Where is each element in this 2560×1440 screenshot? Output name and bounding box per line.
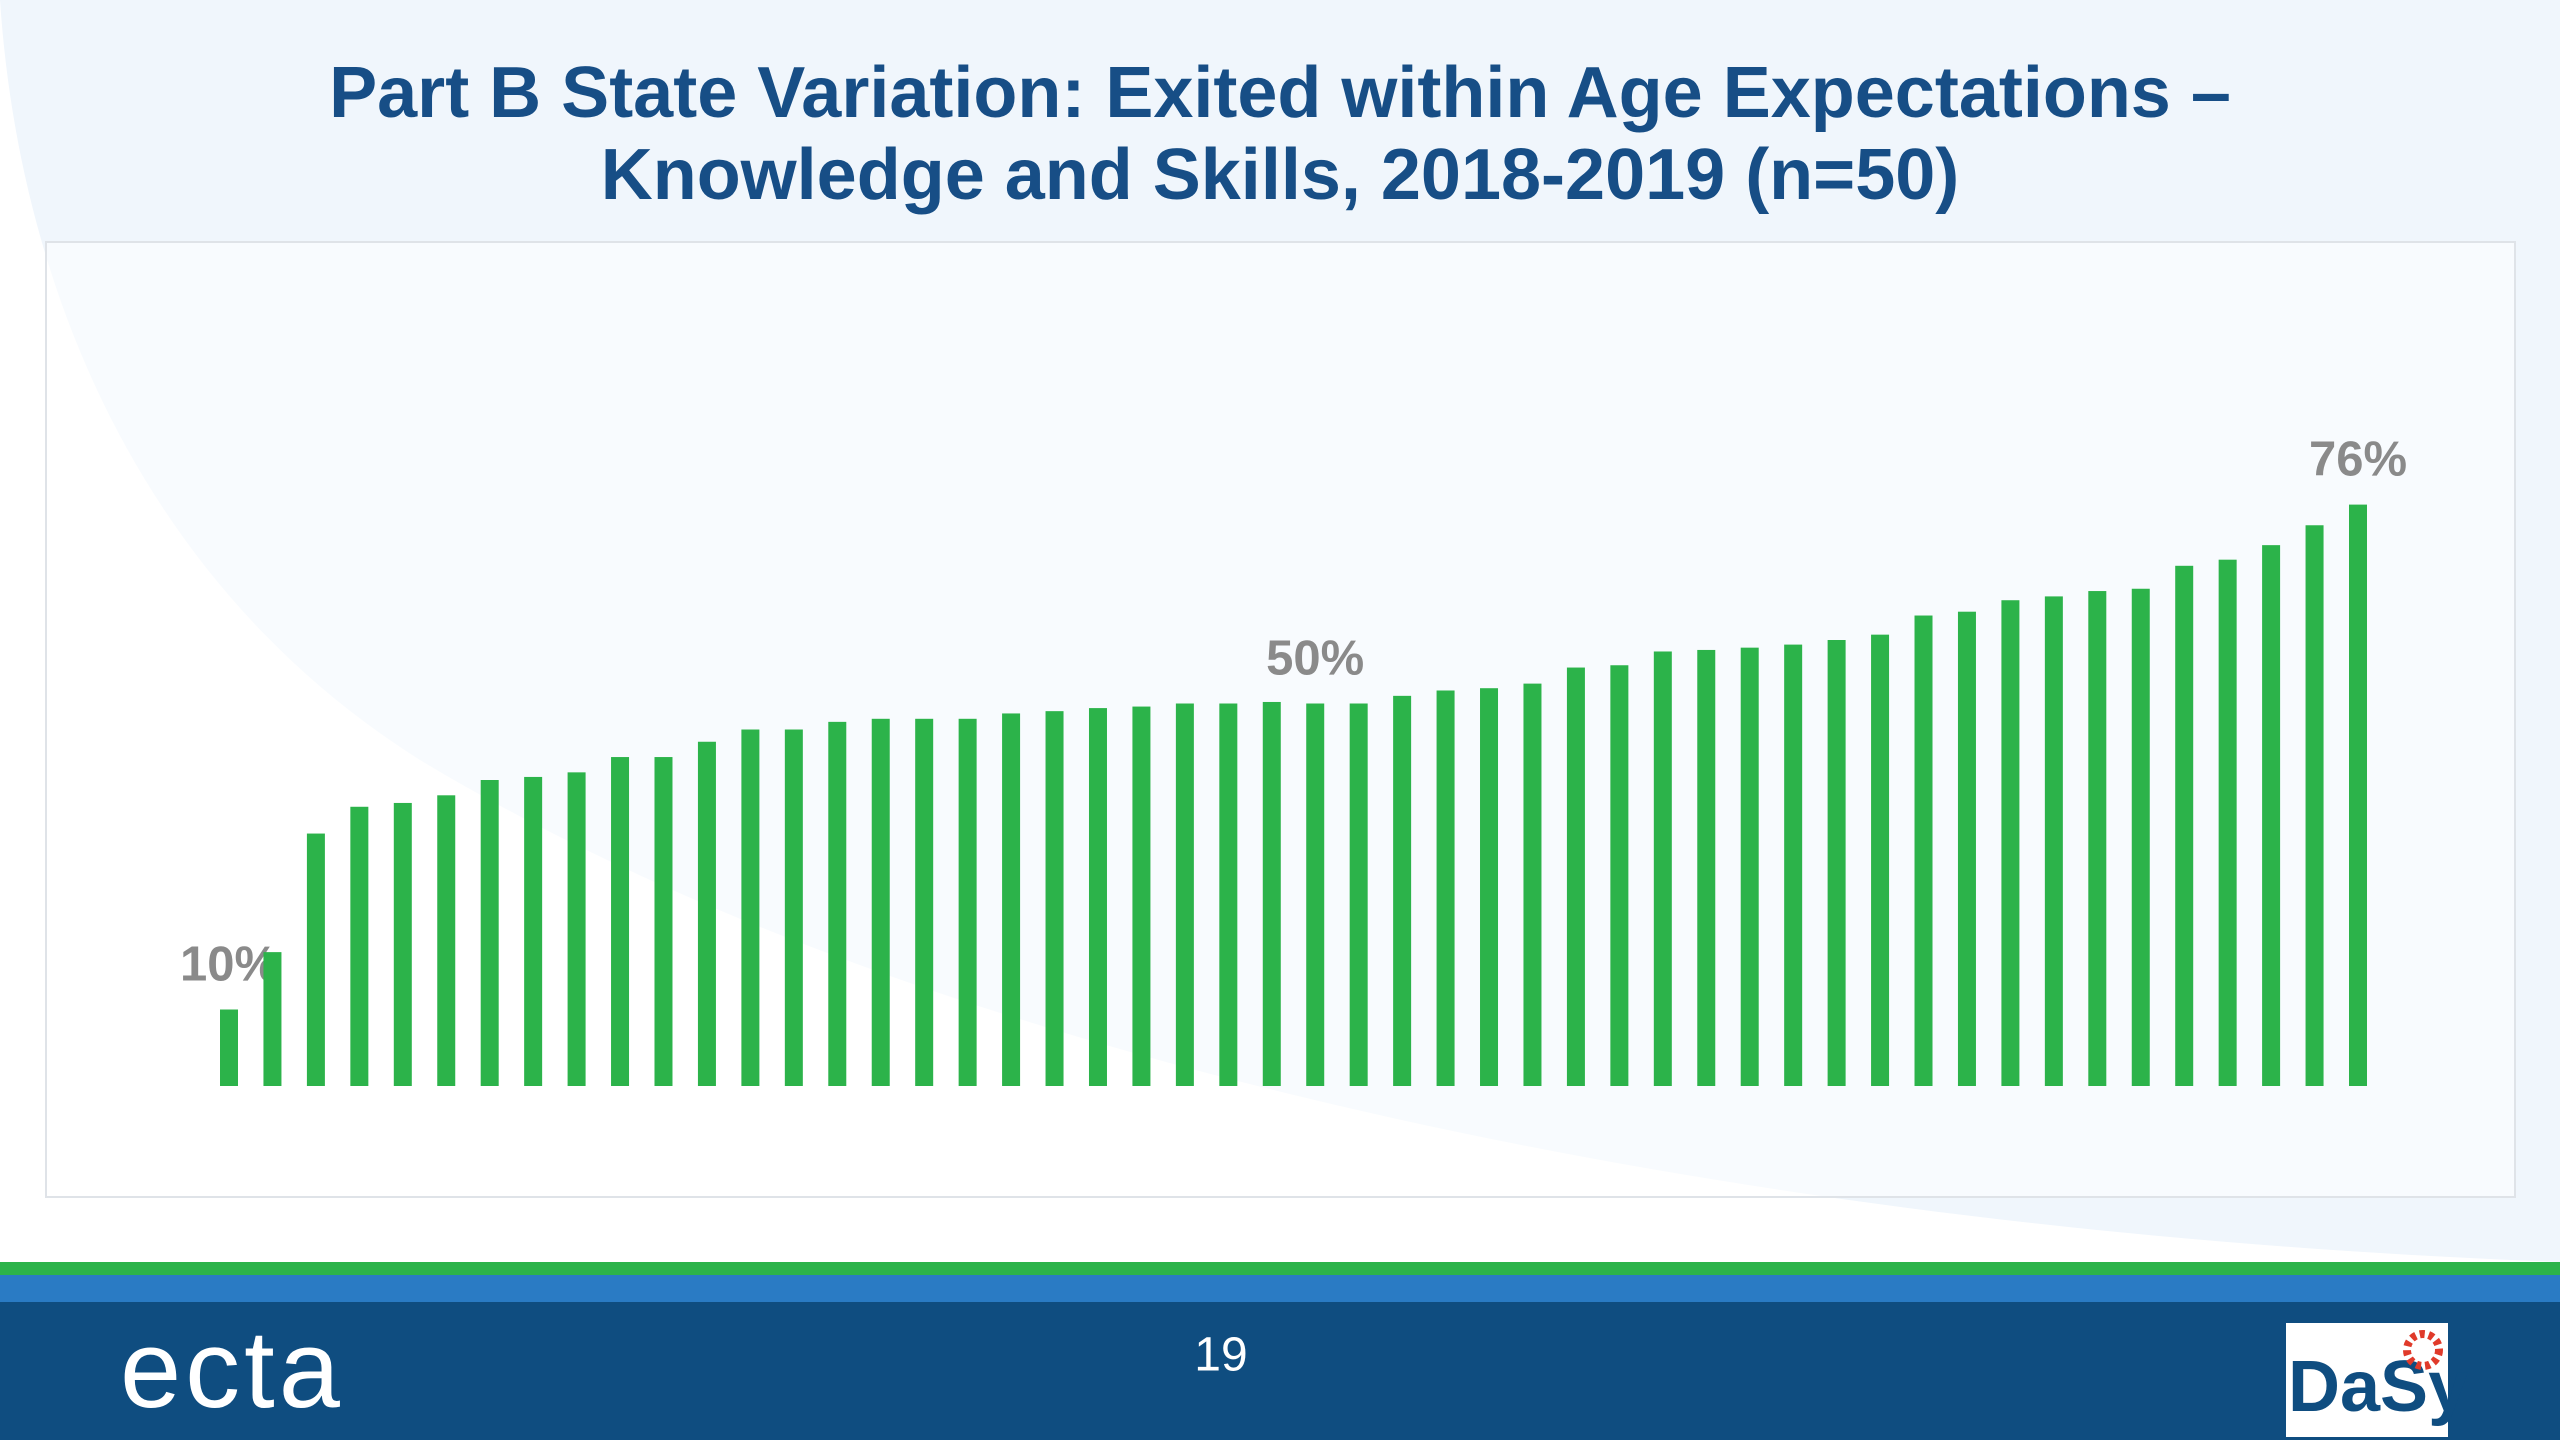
bar <box>1653 651 1672 1086</box>
logo-left: ecta <box>120 1308 344 1431</box>
bar <box>263 952 282 1086</box>
footer-stripe-blue <box>0 1275 2560 1302</box>
bar <box>958 718 977 1086</box>
bar <box>1349 703 1368 1086</box>
bar <box>2131 588 2150 1086</box>
chart-title: Part B State Variation: Exited within Ag… <box>329 53 2231 133</box>
bar <box>524 776 543 1086</box>
bar <box>1393 695 1412 1086</box>
bar <box>1045 711 1064 1086</box>
footer-bar <box>0 1302 2560 1440</box>
bar <box>350 806 369 1086</box>
chart-subtitle: Knowledge and Skills, 2018-2019 (n=50) <box>601 135 1960 215</box>
bar <box>1610 665 1629 1086</box>
bar <box>480 780 499 1086</box>
bar <box>1566 667 1585 1086</box>
bar <box>1784 644 1803 1086</box>
bar <box>1697 649 1716 1086</box>
bars: 10% 50% 76% <box>180 433 2407 1087</box>
bar <box>2349 504 2367 1087</box>
bar <box>1523 683 1542 1086</box>
data-label: 76% <box>2309 433 2407 487</box>
bar <box>1306 703 1325 1086</box>
bar <box>654 757 673 1086</box>
bar <box>1088 708 1107 1086</box>
bar <box>915 718 934 1086</box>
bar <box>697 741 716 1086</box>
bar <box>1480 688 1499 1086</box>
bar <box>2044 596 2063 1086</box>
bar <box>393 802 412 1086</box>
bar <box>1957 611 1976 1086</box>
bar <box>2305 525 2324 1086</box>
bar <box>1132 706 1151 1086</box>
bar <box>871 718 890 1086</box>
data-label: 10% <box>180 937 278 991</box>
data-label: 50% <box>1266 631 1364 685</box>
bar <box>2262 545 2281 1086</box>
footer-stripe-green <box>0 1262 2560 1275</box>
bar <box>2175 565 2194 1086</box>
logo-right-box <box>2286 1323 2448 1437</box>
bar <box>2218 559 2237 1086</box>
bar <box>2001 600 2020 1086</box>
bar <box>611 757 630 1086</box>
bar <box>437 795 456 1086</box>
bar <box>306 833 325 1086</box>
bar <box>784 729 803 1086</box>
logo-right: DaSy <box>2288 1347 2468 1427</box>
bar <box>1436 690 1455 1086</box>
bar <box>1914 615 1933 1086</box>
bar <box>741 729 760 1086</box>
page-number: 19 <box>1194 1329 1247 1382</box>
bar <box>828 721 847 1086</box>
bar <box>1740 647 1759 1086</box>
bar <box>1002 713 1021 1086</box>
bar <box>567 772 586 1086</box>
bar <box>1175 703 1194 1086</box>
bar <box>220 1009 238 1086</box>
bar <box>1219 703 1238 1086</box>
bar <box>1262 701 1281 1086</box>
bar <box>1827 640 1846 1086</box>
bar <box>1871 634 1890 1086</box>
bar <box>2088 591 2107 1086</box>
logo-right-flower <box>2403 1330 2443 1370</box>
